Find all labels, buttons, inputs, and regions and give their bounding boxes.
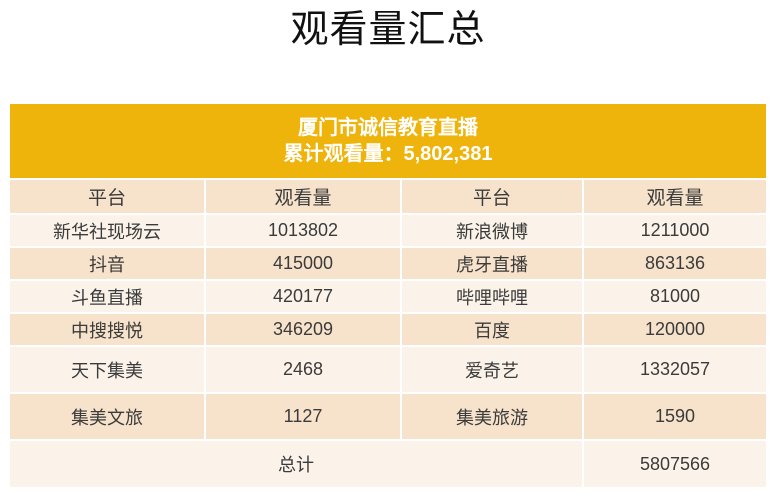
total-label: 总计	[10, 441, 582, 487]
cell-views: 415000	[206, 248, 400, 279]
cell-platform: 斗鱼直播	[10, 281, 204, 312]
cumulative-views-value: 5,802,381	[403, 143, 493, 165]
cumulative-views-label: 累计观看量：	[283, 143, 404, 165]
header-platform-left: 平台	[10, 180, 204, 213]
cell-platform: 天下集美	[10, 347, 204, 392]
views-summary-report: 厦门市诚信教育直播 累计观看量：5,802,381 平台 观看量 平台 观看量 …	[10, 104, 766, 487]
cell-views: 120000	[584, 314, 766, 345]
header-platform-right: 平台	[402, 180, 582, 213]
cell-platform: 虎牙直播	[402, 248, 582, 279]
cell-platform: 新华社现场云	[10, 215, 204, 246]
cell-views: 1211000	[584, 215, 766, 246]
cell-platform: 爱奇艺	[402, 347, 582, 392]
page-title: 观看量汇总	[290, 9, 486, 51]
cell-views: 1127	[206, 394, 400, 439]
header-views-left: 观看量	[206, 180, 400, 213]
banner-title: 厦门市诚信教育直播	[298, 117, 478, 139]
cell-views: 346209	[206, 314, 400, 345]
cell-views: 1590	[584, 394, 766, 439]
views-table: 平台 观看量 平台 观看量 新华社现场云 1013802 新浪微博 121100…	[10, 180, 766, 487]
cell-platform: 抖音	[10, 248, 204, 279]
cell-views: 863136	[584, 248, 766, 279]
cell-views: 1332057	[584, 347, 766, 392]
total-value: 5807566	[584, 441, 766, 487]
report-banner: 厦门市诚信教育直播 累计观看量：5,802,381	[10, 104, 766, 178]
cell-platform: 百度	[402, 314, 582, 345]
cell-views: 1013802	[206, 215, 400, 246]
cell-views: 420177	[206, 281, 400, 312]
header-views-right: 观看量	[584, 180, 766, 213]
cell-platform: 新浪微博	[402, 215, 582, 246]
cell-views: 81000	[584, 281, 766, 312]
cell-platform: 哔哩哔哩	[402, 281, 582, 312]
cell-views: 2468	[206, 347, 400, 392]
cell-platform: 集美旅游	[402, 394, 582, 439]
cell-platform: 中搜搜悦	[10, 314, 204, 345]
cell-platform: 集美文旅	[10, 394, 204, 439]
banner-cumulative-views: 累计观看量：5,802,381	[284, 141, 493, 167]
